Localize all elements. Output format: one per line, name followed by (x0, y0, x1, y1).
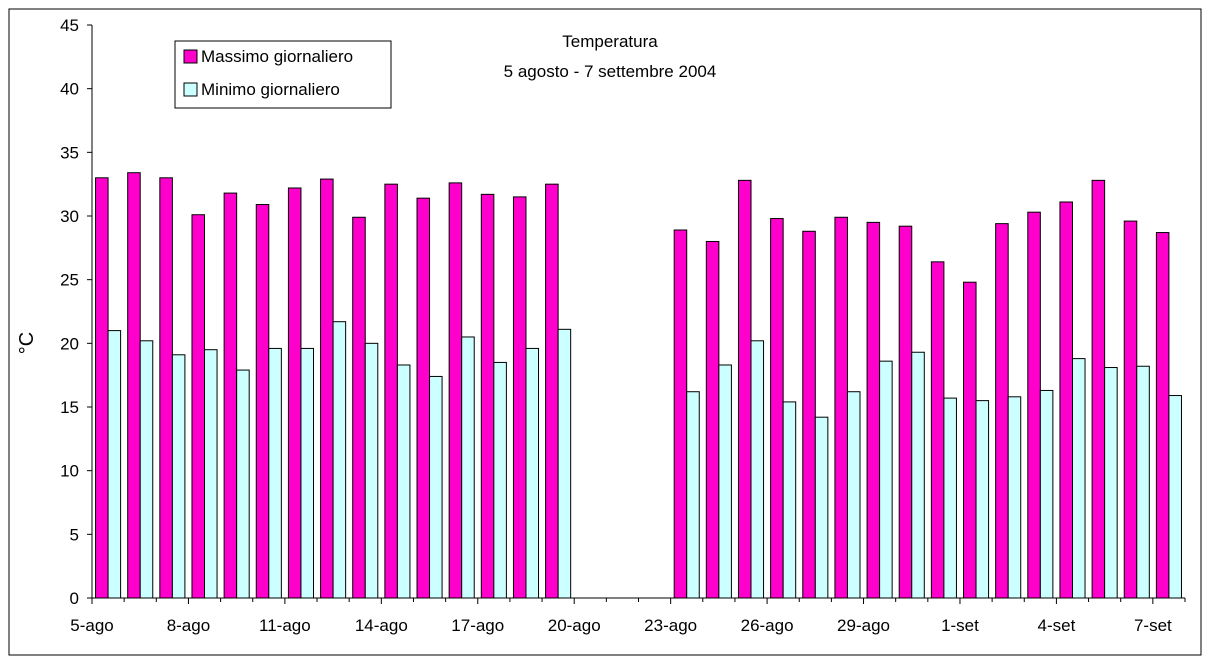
bar-min-26-ago (782, 401, 797, 599)
legend-swatch-min (183, 82, 198, 97)
axes-layer (87, 24, 1186, 604)
bar-min-14-ago (396, 364, 411, 599)
bar-min-15-ago (429, 375, 443, 599)
y-tick-label-10: 10 (60, 462, 79, 481)
bar-min-24-ago (718, 364, 732, 599)
bar-max-10-ago (255, 204, 270, 599)
bar-min-19-ago (557, 328, 572, 599)
bar-min-12-ago (332, 321, 347, 599)
bar-max-6-set (1123, 220, 1138, 599)
legend-swatch-max (183, 49, 198, 64)
x-tick-label-8-ago: 8-ago (167, 616, 210, 635)
y-tick-label-0: 0 (70, 589, 79, 608)
bar-max-31-ago (930, 261, 945, 599)
bar-min-4-set (1071, 358, 1086, 599)
bar-max-25-ago (737, 179, 752, 599)
bar-max-11-ago (287, 187, 302, 599)
x-tick-label-5-ago: 5-ago (70, 616, 113, 635)
y-axis-label: °C (16, 332, 38, 354)
bar-max-13-ago (352, 216, 366, 599)
bar-max-5-set (1091, 179, 1106, 599)
bar-min-11-ago (300, 347, 314, 599)
bar-max-7-set (1155, 232, 1170, 599)
bar-max-3-set (1027, 211, 1041, 599)
bar-min-6-ago (139, 340, 154, 599)
bar-min-7-set (1168, 395, 1182, 599)
bar-min-17-ago (493, 361, 507, 599)
bar-max-18-ago (512, 196, 527, 599)
y-tick-label-45: 45 (60, 16, 79, 35)
x-tick-label-4-set: 4-set (1038, 616, 1076, 635)
bar-max-7-ago (159, 177, 173, 599)
bar-max-2-set (995, 223, 1009, 599)
bars-layer (95, 172, 1182, 599)
y-tick-label-25: 25 (60, 271, 79, 290)
y-tick-label-15: 15 (60, 398, 79, 417)
chart-title: Temperatura (562, 32, 658, 51)
bar-min-18-ago (525, 347, 540, 599)
x-tick-label-1-set: 1-set (941, 616, 979, 635)
bar-min-29-ago (879, 360, 893, 599)
bar-min-5-ago (107, 330, 122, 599)
bar-max-19-ago (545, 183, 559, 599)
bar-min-8-ago (204, 349, 218, 599)
y-tick-label-35: 35 (60, 143, 79, 162)
bar-min-30-ago (911, 351, 925, 599)
bar-max-28-ago (834, 216, 848, 599)
legend-label-max: Massimo giornaliero (201, 47, 353, 66)
y-tick-label-5: 5 (70, 525, 79, 544)
bar-max-8-ago (191, 214, 206, 599)
bar-max-14-ago (384, 183, 398, 599)
chart-subtitle: 5 agosto - 7 settembre 2004 (504, 62, 717, 81)
bar-min-10-ago (268, 347, 282, 599)
x-tick-label-29-ago: 29-ago (837, 616, 890, 635)
x-tick-label-26-ago: 26-ago (741, 616, 794, 635)
y-tick-label-30: 30 (60, 207, 79, 226)
bar-max-30-ago (898, 225, 913, 599)
bar-min-31-ago (943, 397, 957, 599)
bar-max-4-set (1059, 201, 1073, 599)
bar-min-7-ago (171, 354, 186, 599)
bar-max-9-ago (223, 192, 238, 599)
bar-max-29-ago (866, 221, 881, 599)
y-tick-label-40: 40 (60, 80, 79, 99)
x-tick-label-20-ago: 20-ago (548, 616, 601, 635)
bar-max-26-ago (770, 218, 784, 599)
labels-layer: 0 5 10 15 20 25 30 35 40 45 5-ago 8-ago 11-ago 14-ago… (60, 16, 1172, 635)
x-tick-label-7-set: 7-set (1134, 616, 1172, 635)
bar-max-1-set (963, 281, 977, 599)
y-tick-label-20: 20 (60, 334, 79, 353)
bar-max-24-ago (705, 240, 720, 599)
legend-box (174, 40, 392, 109)
x-tick-label-14-ago: 14-ago (355, 616, 408, 635)
bar-min-27-ago (814, 416, 829, 599)
bar-max-17-ago (480, 193, 495, 599)
legend: Massimo giornaliero Minimo giornaliero (174, 40, 392, 109)
bar-min-28-ago (846, 391, 861, 599)
bar-max-27-ago (802, 230, 816, 599)
bar-min-13-ago (364, 342, 379, 599)
bar-min-3-set (1039, 389, 1054, 599)
bar-min-25-ago (750, 340, 765, 599)
legend-label-min: Minimo giornaliero (201, 80, 340, 99)
bar-max-15-ago (416, 197, 431, 599)
x-tick-label-17-ago: 17-ago (451, 616, 504, 635)
bar-min-9-ago (236, 369, 250, 599)
bar-min-16-ago (461, 336, 475, 599)
bar-min-23-ago (686, 391, 700, 599)
bar-max-12-ago (320, 178, 334, 599)
x-tick-label-23-ago: 23-ago (644, 616, 697, 635)
bar-max-5-ago (95, 177, 109, 599)
bar-min-5-set (1104, 367, 1118, 599)
bar-max-6-ago (127, 172, 141, 599)
bar-min-2-set (1007, 396, 1022, 599)
bar-min-6-set (1136, 365, 1150, 599)
bar-min-1-set (975, 400, 990, 599)
x-tick-label-11-ago: 11-ago (259, 616, 311, 635)
bar-max-23-ago (673, 229, 688, 599)
bar-max-16-ago (448, 182, 463, 599)
